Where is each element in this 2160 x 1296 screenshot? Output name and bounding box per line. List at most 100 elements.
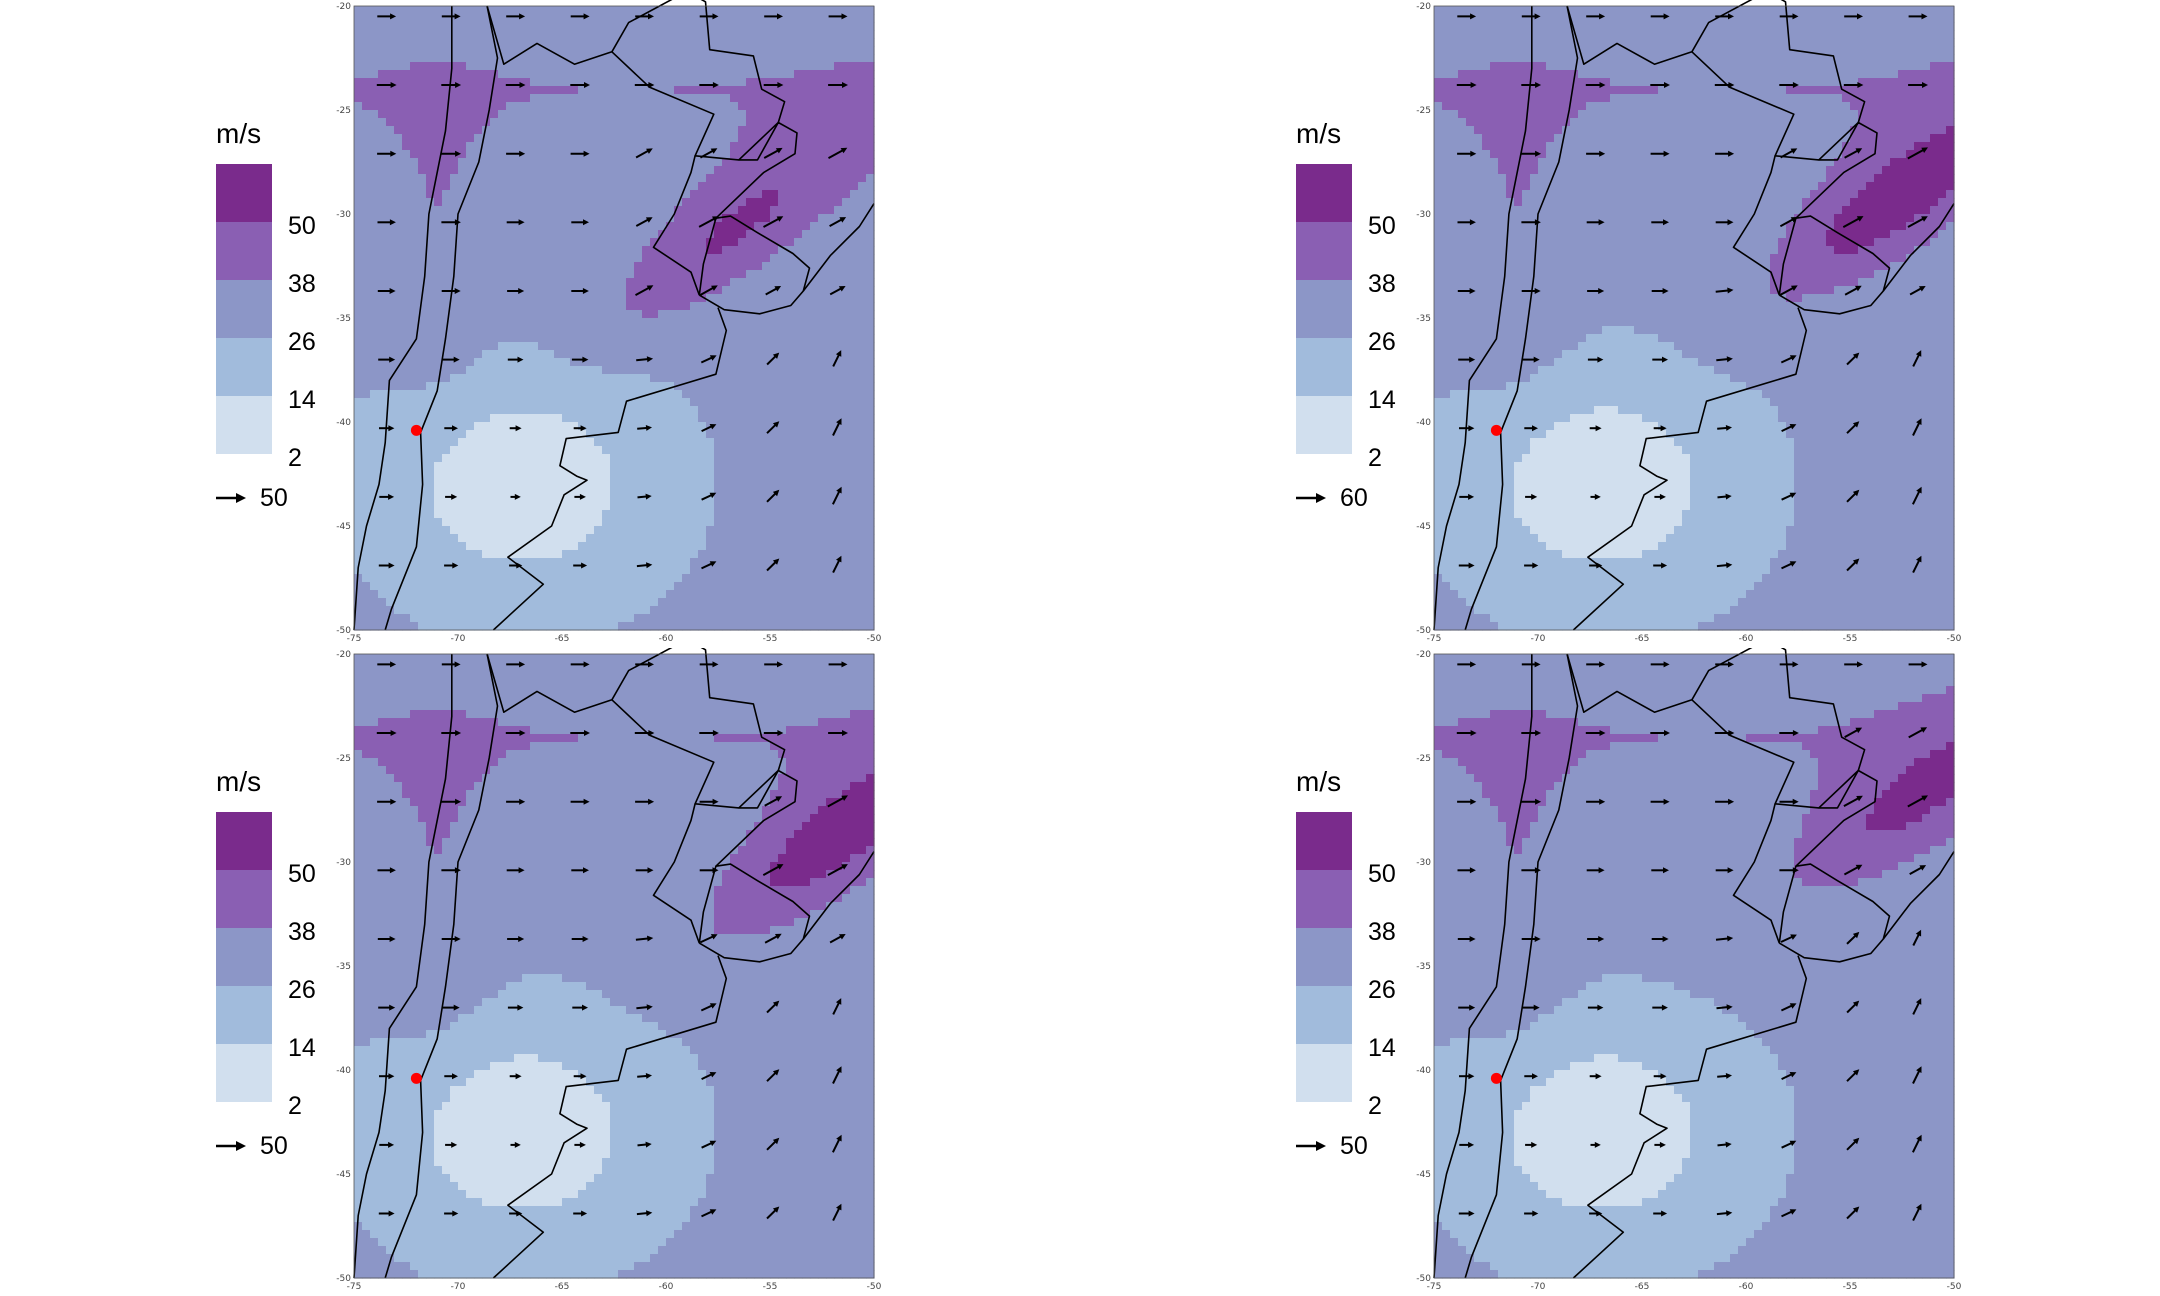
x-tick-label: -70 bbox=[1531, 1282, 1546, 1292]
reference-vector: 60 bbox=[1296, 484, 1416, 514]
wind-arrow-icon bbox=[570, 150, 590, 157]
wind-arrow-icon bbox=[1715, 935, 1734, 942]
wind-arrow-icon bbox=[1715, 219, 1734, 226]
swatch-38-50 bbox=[216, 222, 272, 280]
wind-speed-map-svg: -75 -70 -65 -60 -55 -50 -20 -25 -30 -35 -40 -45 -50 bbox=[1416, 0, 1962, 644]
reference-vector-value: 50 bbox=[1340, 1132, 1368, 1161]
wind-arrow-icon bbox=[1716, 356, 1733, 363]
boundary-line bbox=[1433, 654, 1533, 1279]
wind-arrow-icon bbox=[444, 562, 459, 569]
wind-arrow-icon bbox=[699, 798, 719, 805]
x-tick-label: -50 bbox=[1947, 634, 1962, 644]
swatch-2-14 bbox=[1296, 1044, 1352, 1102]
map-frame bbox=[1433, 5, 1955, 631]
wind-arrow-icon bbox=[1457, 798, 1477, 805]
legend-level: 14 bbox=[288, 1036, 316, 1061]
wind-arrow-icon bbox=[634, 82, 655, 88]
swatch-26-38 bbox=[1296, 928, 1352, 986]
wind-arrow-icon bbox=[1459, 493, 1475, 500]
swatch-50-plus bbox=[1296, 812, 1352, 870]
wind-arrow-icon bbox=[570, 82, 590, 88]
wind-arrow-icon bbox=[377, 798, 397, 805]
wind-arrow-icon bbox=[634, 730, 655, 736]
wind-arrow-icon bbox=[1586, 13, 1606, 20]
wind-arrow-icon bbox=[635, 148, 653, 159]
wind-arrow-icon bbox=[1587, 288, 1605, 294]
wind-arrow-icon bbox=[636, 562, 653, 569]
wind-vectors bbox=[1456, 13, 1928, 574]
wind-arrow-icon bbox=[1587, 356, 1604, 363]
wind-arrow-icon bbox=[1651, 288, 1669, 294]
swatch-14-26 bbox=[1296, 986, 1352, 1044]
wind-arrow-icon bbox=[1907, 795, 1928, 808]
wind-arrow-icon bbox=[1524, 562, 1539, 569]
wind-arrow-icon bbox=[1651, 219, 1669, 226]
wind-arrow-icon bbox=[444, 1210, 459, 1217]
wind-arrow-icon bbox=[1521, 661, 1541, 668]
wind-arrow-icon bbox=[1912, 1066, 1922, 1084]
wind-arrow-icon bbox=[1717, 1141, 1732, 1148]
boundary-line bbox=[698, 215, 811, 315]
y-tick-label: -45 bbox=[1416, 522, 1431, 532]
x-tick-label: -60 bbox=[1739, 634, 1754, 644]
wind-arrow-icon bbox=[1654, 493, 1666, 500]
y-tick-label: -25 bbox=[1416, 754, 1431, 764]
x-tick-label: -75 bbox=[347, 634, 362, 644]
reference-vector-value: 50 bbox=[260, 1132, 288, 1161]
legend-level: 2 bbox=[1368, 1094, 1382, 1119]
wind-arrow-icon bbox=[506, 798, 526, 805]
wind-arrow-icon bbox=[766, 421, 780, 434]
wind-arrow-icon bbox=[1459, 1073, 1475, 1080]
wind-arrow-icon bbox=[505, 730, 526, 736]
boundary-line bbox=[1778, 863, 1891, 963]
wind-arrow-icon bbox=[442, 356, 460, 363]
wind-arrow-icon bbox=[764, 933, 782, 944]
wind-arrow-icon bbox=[1459, 1141, 1475, 1148]
wind-arrow-icon bbox=[570, 730, 590, 736]
wind-arrow-icon bbox=[1521, 936, 1541, 942]
wind-arrow-icon bbox=[766, 1137, 780, 1151]
wind-speed-legend: m/s 50 38 26 14 2 50 bbox=[216, 766, 336, 1166]
wind-arrow-icon bbox=[637, 1073, 652, 1079]
wind-arrow-icon bbox=[1907, 216, 1928, 228]
swatch-50-plus bbox=[216, 164, 272, 222]
wind-arrow-icon bbox=[1589, 562, 1603, 569]
x-tick-label: -65 bbox=[555, 634, 570, 644]
swatch-2-14 bbox=[216, 396, 272, 454]
legend-swatches bbox=[216, 164, 272, 454]
wind-map: -75 -70 -65 -60 -55 -50 -20 -25 -30 -35 -40 -45 -50 bbox=[1410, 0, 1970, 648]
wind-arrow-icon bbox=[1650, 798, 1670, 805]
y-tick-label: -30 bbox=[336, 210, 351, 220]
wind-arrow-icon bbox=[571, 356, 589, 363]
wind-arrow-icon bbox=[699, 730, 719, 736]
y-tick-label: -45 bbox=[336, 522, 351, 532]
wind-arrow-icon bbox=[1780, 148, 1798, 159]
wind-arrow-icon bbox=[1844, 661, 1863, 668]
wind-arrow-icon bbox=[832, 555, 842, 574]
wind-arrow-icon bbox=[1653, 1073, 1667, 1080]
wind-arrow-icon bbox=[573, 1210, 588, 1217]
wind-arrow-icon bbox=[507, 356, 524, 363]
wind-speed-map-svg: -75 -70 -65 -60 -55 -50 -20 -25 -30 -35 -40 -45 -50 bbox=[336, 0, 882, 644]
wind-arrow-icon bbox=[1843, 864, 1863, 876]
boundary-line bbox=[715, 121, 798, 219]
wind-arrow-icon bbox=[1717, 425, 1732, 431]
wind-arrow-icon bbox=[441, 13, 461, 20]
boundary-line bbox=[802, 203, 875, 292]
boundary-line bbox=[698, 863, 811, 963]
wind-arrow-icon bbox=[700, 355, 717, 364]
boundary-line bbox=[1732, 803, 1781, 944]
swatch-2-14 bbox=[216, 1044, 272, 1102]
swatch-14-26 bbox=[1296, 338, 1352, 396]
swatch-26-38 bbox=[1296, 280, 1352, 338]
wind-arrow-icon bbox=[827, 795, 848, 808]
wind-arrow-icon bbox=[1590, 1141, 1601, 1148]
wind-arrow-icon bbox=[444, 1073, 458, 1080]
wind-arrow-icon bbox=[1525, 1141, 1538, 1148]
boundary-line bbox=[1464, 5, 1579, 631]
wind-arrow-icon bbox=[1781, 561, 1797, 570]
wind-arrow-icon bbox=[441, 867, 461, 874]
wind-speed-legend: m/s 50 38 26 14 2 60 bbox=[1296, 118, 1416, 518]
y-tick-label: -25 bbox=[336, 754, 351, 764]
wind-arrow-icon bbox=[1521, 730, 1542, 736]
